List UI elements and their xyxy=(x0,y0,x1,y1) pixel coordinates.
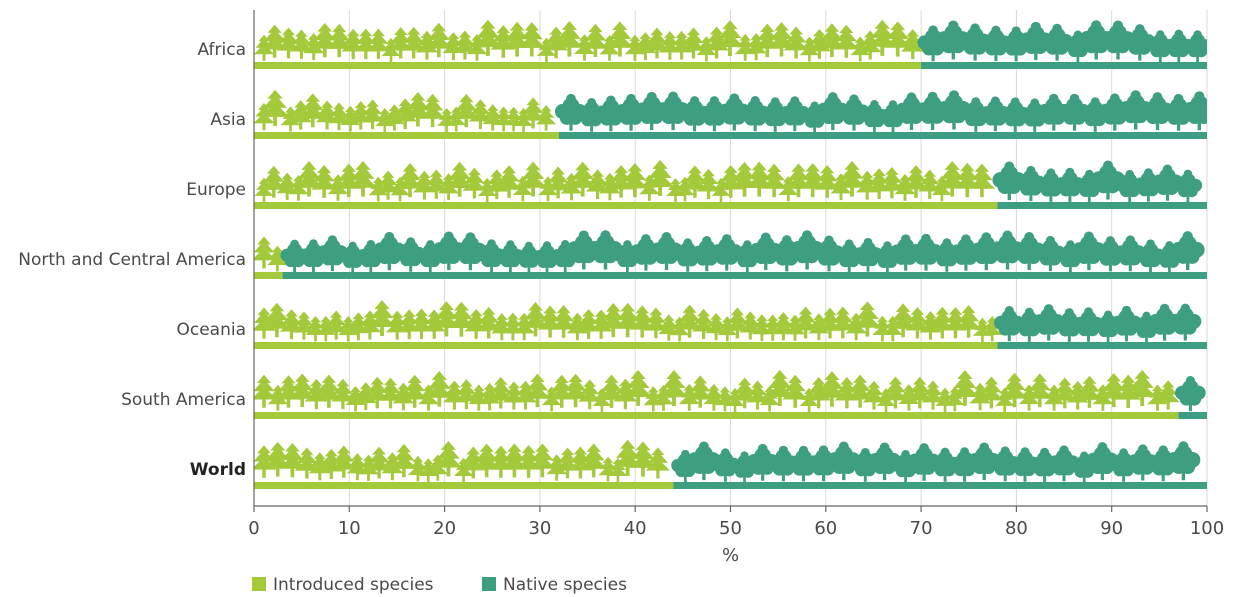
legend-swatch xyxy=(252,577,266,591)
bar-europe-native-species xyxy=(992,160,1207,209)
bar-base xyxy=(254,132,559,139)
x-tick-label: 10 xyxy=(338,518,361,539)
broadleaf-tree-icon-group xyxy=(280,230,1205,274)
conifer-tree-icon-group xyxy=(254,19,925,62)
x-tick-label: 20 xyxy=(433,518,456,539)
broadleaf-tree-icon xyxy=(1175,376,1206,412)
broadleaf-tree-icon xyxy=(1166,441,1201,481)
bar-oceania-native-species xyxy=(994,303,1207,349)
x-tick-label: 90 xyxy=(1100,518,1123,539)
bar-base xyxy=(254,62,922,69)
legend-item-introduced-species: Introduced species xyxy=(252,575,434,595)
bar-asia-native-species xyxy=(554,90,1207,139)
x-tick-label: 70 xyxy=(910,518,933,539)
bar-europe-introduced-species xyxy=(254,159,998,209)
bar-africa-native-species xyxy=(917,20,1207,69)
legend-label: Native species xyxy=(503,575,627,595)
bar-base xyxy=(673,482,1207,489)
category-label: South America xyxy=(121,390,246,410)
bar-base xyxy=(254,412,1179,419)
conifer-tree-icon-group xyxy=(254,439,671,483)
bar-base xyxy=(921,62,1207,69)
bar-base xyxy=(254,272,283,279)
bars xyxy=(254,19,1207,489)
bar-base xyxy=(254,202,998,209)
broadleaf-tree-icon xyxy=(1169,303,1202,341)
legend-label: Introduced species xyxy=(273,575,434,595)
bar-north-and-central-america-native-species xyxy=(280,230,1207,279)
conifer-tree-icon-group xyxy=(254,369,1180,412)
x-tick-label: 0 xyxy=(248,518,259,539)
broadleaf-tree-icon xyxy=(1182,91,1207,131)
x-tick-label: 30 xyxy=(528,518,551,539)
bar-south-america-introduced-species xyxy=(254,369,1180,419)
category-label: World xyxy=(190,460,246,480)
bar-asia-introduced-species xyxy=(254,89,559,139)
bar-base xyxy=(997,342,1207,349)
category-label: North and Central America xyxy=(18,250,246,270)
bar-base xyxy=(997,202,1207,209)
x-tick-label: 80 xyxy=(1005,518,1028,539)
x-tick-label: 60 xyxy=(814,518,837,539)
bar-world-introduced-species xyxy=(254,439,674,489)
conifer-tree-icon-group xyxy=(254,159,996,202)
bar-base xyxy=(558,132,1207,139)
legend: Introduced species Native species xyxy=(252,575,627,595)
x-tick-label: 100 xyxy=(1190,518,1224,539)
bar-africa-introduced-species xyxy=(254,19,925,69)
x-tick-label: 40 xyxy=(624,518,647,539)
conifer-tree-icon xyxy=(968,163,996,198)
x-tick-label: 50 xyxy=(719,518,742,539)
bar-south-america-native-species xyxy=(1175,376,1207,419)
bar-base xyxy=(282,272,1207,279)
bar-world-native-species xyxy=(671,441,1207,489)
broadleaf-tree-icon-group xyxy=(671,441,1201,483)
bar-oceania-introduced-species xyxy=(254,300,1003,349)
conifer-tree-icon-group xyxy=(254,300,1003,342)
broadleaf-tree-icon xyxy=(1173,169,1203,203)
bar-base xyxy=(1178,412,1207,419)
bar-base xyxy=(254,482,674,489)
category-label: Asia xyxy=(210,110,246,130)
conifer-tree-icon-group xyxy=(254,89,557,133)
broadleaf-tree-icon-group xyxy=(554,90,1207,133)
legend-item-native-species: Native species xyxy=(482,575,627,595)
bar-base xyxy=(254,342,998,349)
category-label: Africa xyxy=(198,40,247,60)
category-label: Europe xyxy=(186,180,246,200)
broadleaf-tree-icon-group xyxy=(917,20,1207,63)
axes: Africa Asia Europe North and Central Americ… xyxy=(18,10,1224,566)
conifer-tree-icon xyxy=(518,22,546,57)
x-axis-title: % xyxy=(722,545,739,566)
broadleaf-tree-icon-group xyxy=(994,303,1202,344)
broadleaf-tree-icon-group xyxy=(992,160,1203,203)
broadleaf-tree-icon-group xyxy=(1175,376,1206,412)
category-label: Oceania xyxy=(176,320,246,340)
legend-swatch xyxy=(482,577,496,591)
bar-north-and-central-america-introduced-species xyxy=(254,236,288,279)
